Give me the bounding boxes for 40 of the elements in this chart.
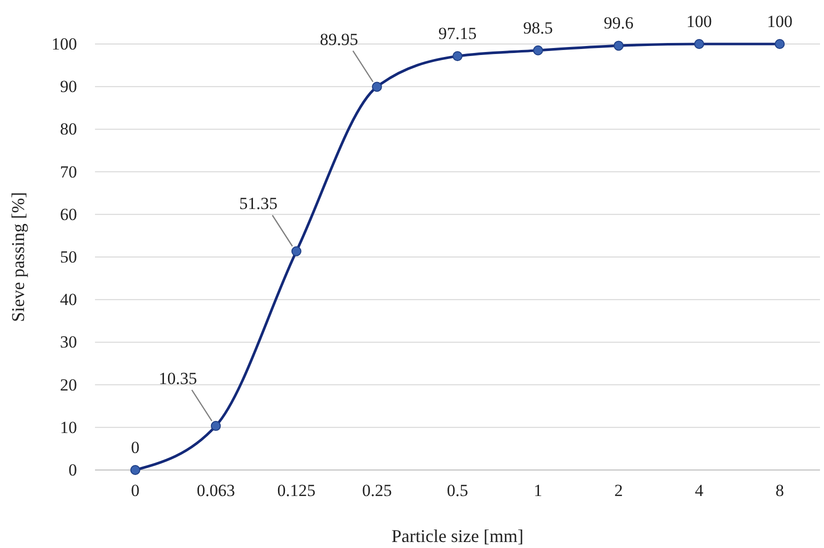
point: [210, 420, 221, 431]
y-tick-label: 50: [60, 247, 77, 266]
data-label: 10.35: [158, 368, 197, 388]
point: [372, 82, 382, 92]
y-tick-label: 100: [52, 34, 77, 54]
x-tick-label: 0.25: [362, 481, 392, 500]
data-label: 99.6: [604, 14, 634, 33]
x-axis-title: Particle size [mm]: [392, 526, 524, 546]
data-label: 51.35: [239, 194, 278, 214]
point: [452, 51, 463, 62]
point: [533, 45, 544, 56]
x-tick-label: 0.063: [196, 481, 235, 500]
data-label: 97.15: [438, 24, 477, 44]
point: [291, 246, 302, 256]
y-tick-label: 70: [60, 162, 77, 182]
data-label: 100: [766, 12, 792, 31]
x-tick-label: 4: [694, 481, 704, 500]
y-tick-label: 80: [60, 120, 77, 139]
point: [130, 464, 140, 476]
y-tick-label: 90: [60, 77, 77, 96]
point: [614, 40, 624, 51]
y-tick-label: 40: [60, 290, 77, 310]
point: [774, 38, 785, 50]
data-label: 100: [686, 12, 712, 31]
x-tick-label: 8: [775, 481, 784, 500]
data-label: 0: [131, 438, 140, 457]
y-axis-title: Sieve passing [%]: [8, 192, 28, 322]
x-tick-label: 0: [131, 481, 140, 500]
data-label: 89.95: [320, 30, 358, 49]
point: [694, 38, 704, 50]
x-tick-label: 0.125: [277, 481, 316, 500]
x-tick-label: 1: [534, 481, 542, 500]
y-tick-label: 0: [68, 460, 77, 480]
y-tick-label: 10: [60, 418, 77, 437]
x-tick-label: 2: [614, 481, 623, 500]
y-tick-label: 60: [60, 204, 77, 224]
y-tick-label: 20: [60, 375, 77, 394]
y-tick-label: 30: [60, 332, 77, 352]
x-tick-label: 0.5: [446, 481, 468, 500]
data-label: 98.5: [523, 18, 553, 38]
